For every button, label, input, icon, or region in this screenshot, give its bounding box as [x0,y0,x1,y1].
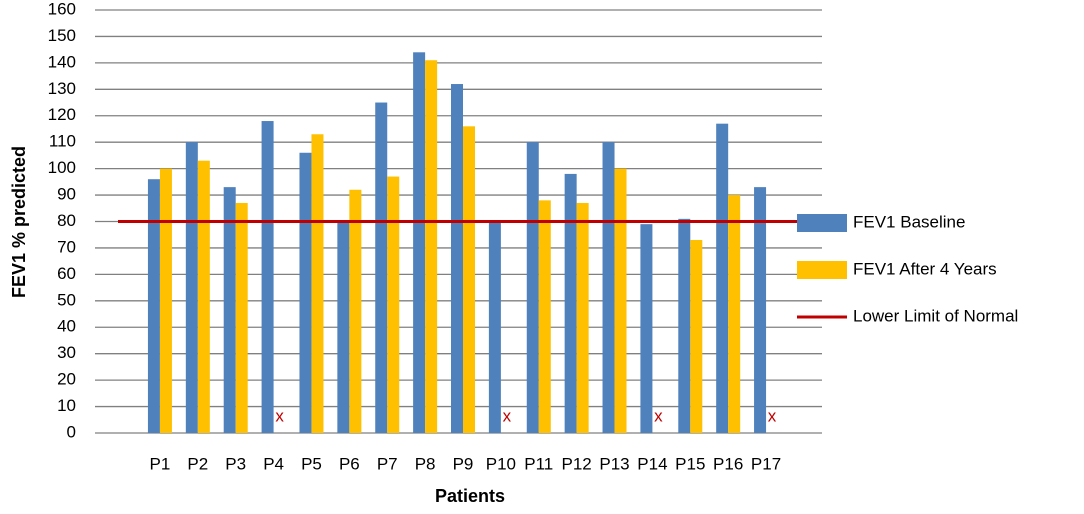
bar [690,240,703,433]
bar [576,202,589,433]
bar [614,168,627,433]
y-tick-label: 60 [57,264,76,283]
bar [488,221,501,433]
legend-label: FEV1 Baseline [853,212,965,231]
y-tick-label: 160 [48,0,76,18]
bar [538,200,551,433]
bar [425,60,438,433]
y-tick-label: 20 [57,370,76,389]
x-tick-label: P14 [637,454,667,473]
y-tick-label: 40 [57,317,76,336]
bar [337,221,350,433]
x-tick-label: P17 [751,454,781,473]
x-tick-label: P13 [599,454,629,473]
bar [223,187,236,433]
bar [235,202,248,433]
x-tick-label: P8 [415,454,436,473]
y-tick-label: 0 [67,422,76,441]
y-tick-label: 10 [57,396,76,415]
bar [197,160,210,433]
y-tick-label: 30 [57,343,76,362]
x-tick-label: P1 [150,454,171,473]
y-tick-label: 80 [57,211,76,230]
y-tick-label: 150 [48,26,76,45]
bar [728,195,741,433]
y-tick-label: 120 [48,105,76,124]
x-tick-label: P16 [713,454,743,473]
bar [375,102,388,433]
x-axis-title: Patients [435,486,505,506]
bar [311,134,324,433]
bar [159,168,172,433]
x-tick-label: P7 [377,454,398,473]
bar [387,176,400,433]
y-tick-label: 130 [48,79,76,98]
bar [754,187,767,433]
legend-swatch [797,261,847,279]
x-tick-label: P6 [339,454,360,473]
missing-marker: x [503,406,512,425]
x-tick-label: P5 [301,454,322,473]
bar [147,179,160,433]
bar [349,189,362,433]
bar [299,152,312,433]
missing-marker: x [275,406,284,425]
missing-marker: x [768,406,777,425]
x-tick-label: P3 [225,454,246,473]
y-tick-label: 100 [48,158,76,177]
legend-swatch [797,214,847,232]
legend-label: FEV1 After 4 Years [853,259,997,278]
bar [602,142,615,433]
x-tick-label: P12 [562,454,592,473]
x-tick-label: P15 [675,454,705,473]
bar [261,121,274,433]
missing-marker: x [654,406,663,425]
bar [640,224,653,433]
y-tick-label: 70 [57,237,76,256]
x-tick-label: P10 [486,454,516,473]
y-tick-label: 50 [57,290,76,309]
x-tick-label: P11 [524,454,553,473]
bar [678,218,691,433]
y-tick-label: 110 [49,132,76,151]
bar [451,84,463,434]
bar [716,123,729,434]
bar [564,173,577,433]
bar [463,126,475,433]
x-tick-label: P2 [187,454,208,473]
bar [526,142,539,433]
x-tick-label: P4 [263,454,284,473]
bar [413,52,426,434]
x-tick-label: P9 [453,454,474,473]
y-tick-label: 140 [48,52,76,71]
legend-label: Lower Limit of Normal [853,306,1018,325]
bar [185,142,198,433]
y-tick-label: 90 [57,185,76,204]
y-axis-title: FEV1 % predicted [9,146,29,298]
